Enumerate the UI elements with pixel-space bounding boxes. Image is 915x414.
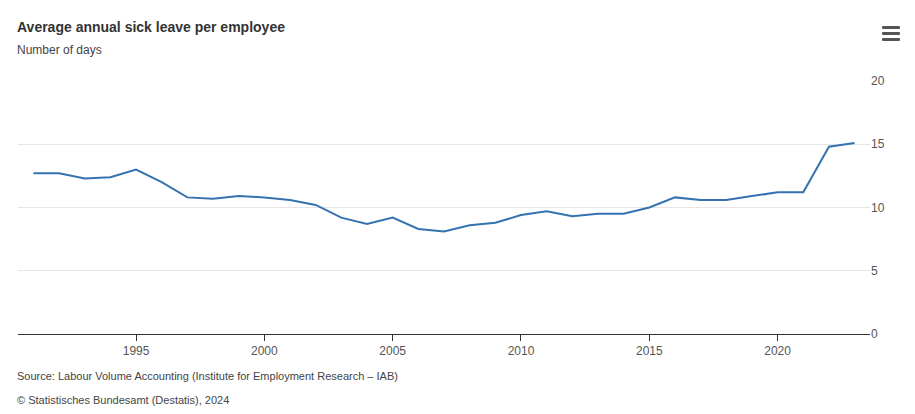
svg-text:20: 20 xyxy=(871,74,885,88)
svg-text:2010: 2010 xyxy=(508,344,535,358)
html-text:Number of days: Number of days xyxy=(17,43,102,57)
svg-text:10: 10 xyxy=(871,201,885,215)
html-text:Source: Labour Volume Accounti: Source: Labour Volume Accounting (Instit… xyxy=(17,370,398,382)
svg-text:2020: 2020 xyxy=(764,344,791,358)
svg-text:1995: 1995 xyxy=(123,344,150,358)
svg-text:2000: 2000 xyxy=(251,344,278,358)
svg-text:2005: 2005 xyxy=(379,344,406,358)
svg-text:2015: 2015 xyxy=(636,344,663,358)
svg-text:5: 5 xyxy=(871,264,878,278)
svg-text:15: 15 xyxy=(871,137,885,151)
svg-text:0: 0 xyxy=(871,327,878,341)
html-text:© Statistisches Bundesamt (Des: © Statistisches Bundesamt (Destatis), 20… xyxy=(17,394,230,406)
html-text:Average annual sick leave per: Average annual sick leave per employee xyxy=(17,19,285,35)
